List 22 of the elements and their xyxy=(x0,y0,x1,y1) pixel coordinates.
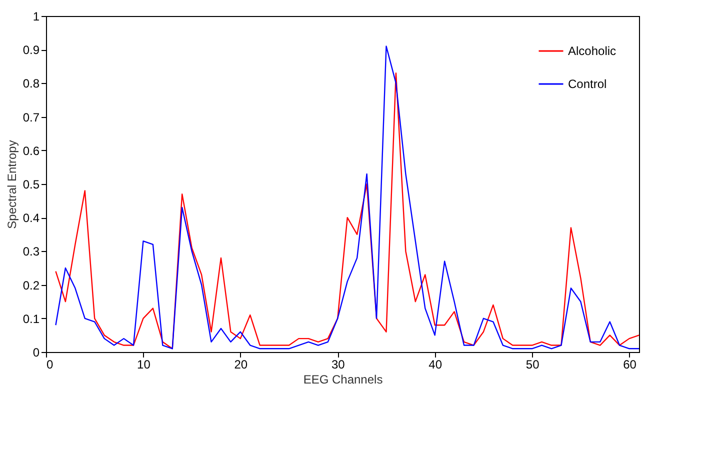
legend-label: Alcoholic xyxy=(568,44,616,58)
x-tick-label: 0 xyxy=(46,358,54,372)
y-tick-label: 0.2 xyxy=(22,278,40,292)
y-tick-label: 0 xyxy=(32,346,40,360)
y-tick-label: 0.4 xyxy=(22,211,40,226)
x-tick-label: 40 xyxy=(428,358,442,372)
y-tick-label: 0.3 xyxy=(22,244,40,259)
y-tick-label: 0.8 xyxy=(22,76,40,91)
x-tick-label: 60 xyxy=(623,358,637,372)
legend-label: Control xyxy=(568,77,607,91)
x-axis-title: EEG Channels xyxy=(303,372,383,386)
y-tick-label: 0.9 xyxy=(22,43,40,58)
y-tick-label: 1 xyxy=(32,10,40,24)
y-tick-label: 0.5 xyxy=(22,178,40,192)
x-tick-label: 20 xyxy=(234,358,248,372)
x-tick-label: 30 xyxy=(331,358,346,372)
y-tick-label: 0.6 xyxy=(22,144,40,158)
y-tick-label: 0.7 xyxy=(22,110,40,124)
x-tick-label: 50 xyxy=(526,358,540,372)
y-tick-label: 0.1 xyxy=(22,312,40,326)
x-tick-label: 10 xyxy=(137,358,151,372)
y-axis-title: Spectral Entropy xyxy=(4,140,19,229)
